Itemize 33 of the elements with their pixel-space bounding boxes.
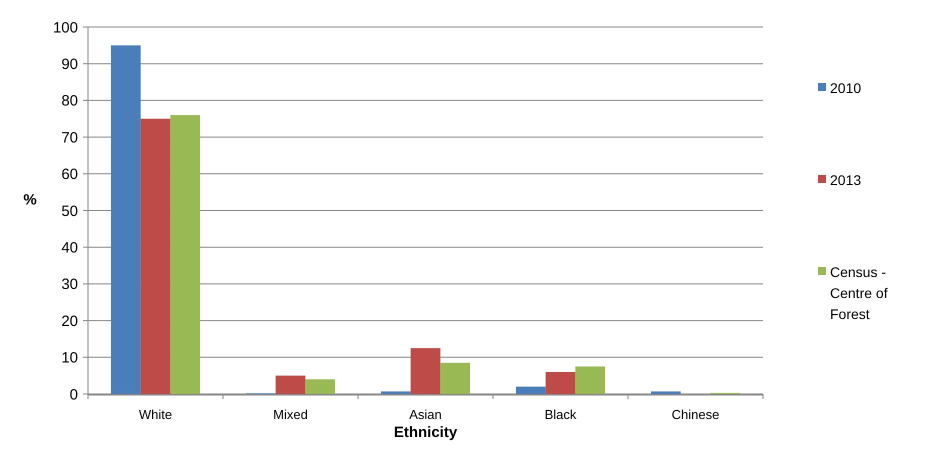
bar xyxy=(650,391,681,394)
y-tick-label: 50 xyxy=(61,202,78,220)
bar xyxy=(516,386,546,394)
bar xyxy=(140,118,170,394)
x-tick-label: Mixed xyxy=(273,407,308,422)
bar xyxy=(110,45,141,394)
legend-label: 2013 xyxy=(830,172,862,188)
y-tick-label: 30 xyxy=(61,276,78,294)
legend-label: Census - Centre of Forest xyxy=(830,264,888,322)
bar xyxy=(305,379,336,394)
y-tick-label: 0 xyxy=(70,386,78,404)
y-tick-label: 60 xyxy=(61,166,78,184)
bar xyxy=(575,366,606,394)
bar xyxy=(440,362,470,394)
bar xyxy=(276,376,306,394)
y-axis-title: % xyxy=(23,192,37,208)
x-tick-label: Asian xyxy=(409,407,442,422)
y-tick-label: 70 xyxy=(61,129,78,146)
y-tick-label: 80 xyxy=(61,92,78,110)
bar xyxy=(170,115,200,394)
bar xyxy=(380,391,411,394)
x-axis-title: Ethnicity xyxy=(394,424,458,441)
y-tick-label: 20 xyxy=(61,312,78,330)
x-tick-label: Chinese xyxy=(672,407,720,422)
x-tick-label: Black xyxy=(544,407,577,422)
x-tick-label: White xyxy=(138,407,172,422)
y-tick-label: 90 xyxy=(61,56,78,73)
legend-label: 2010 xyxy=(830,80,862,96)
y-tick-label: 10 xyxy=(61,350,78,367)
y-tick-label: 100 xyxy=(52,19,78,36)
y-tick-label: 40 xyxy=(61,239,78,256)
bar xyxy=(546,372,576,394)
bar xyxy=(410,348,440,394)
